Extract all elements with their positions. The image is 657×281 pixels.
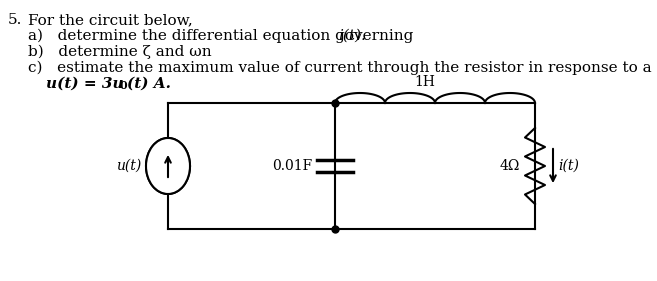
Text: 5.: 5. <box>8 13 22 27</box>
Text: 0: 0 <box>119 80 127 91</box>
Text: (t) A.: (t) A. <box>127 77 171 91</box>
Text: c)   estimate the maximum value of current through the resistor in response to a: c) estimate the maximum value of current… <box>28 61 657 75</box>
Ellipse shape <box>146 138 190 194</box>
Text: For the circuit below,: For the circuit below, <box>28 13 193 27</box>
Text: u(t) = 3u: u(t) = 3u <box>46 77 124 91</box>
Text: b)   determine ζ and ωn: b) determine ζ and ωn <box>28 45 212 59</box>
Text: i(t): i(t) <box>558 159 579 173</box>
Text: 0.01F: 0.01F <box>272 159 312 173</box>
Text: 1H: 1H <box>415 75 436 89</box>
Text: 4Ω: 4Ω <box>499 159 520 173</box>
Text: i(t).: i(t). <box>338 29 366 43</box>
Text: u(t): u(t) <box>116 159 141 173</box>
Text: a)   determine the differential equation governing: a) determine the differential equation g… <box>28 29 419 43</box>
